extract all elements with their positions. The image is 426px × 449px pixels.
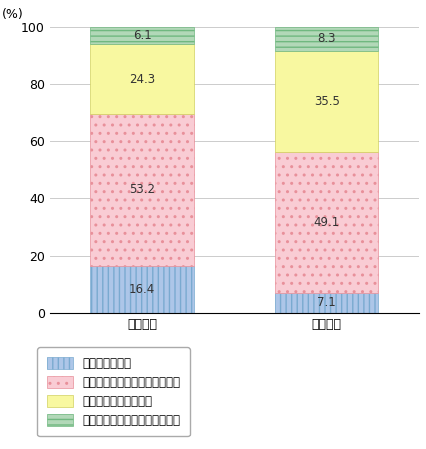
Text: (%): (%) [2, 8, 23, 21]
Text: 53.2: 53.2 [129, 183, 155, 196]
Bar [275, 293, 378, 313]
Bar [90, 27, 194, 44]
Text: 24.3: 24.3 [129, 73, 155, 86]
Bar [275, 51, 378, 152]
Bar [275, 27, 378, 51]
Bar [90, 114, 194, 266]
Bar [90, 266, 194, 313]
Text: 35.5: 35.5 [314, 95, 340, 108]
Text: 49.1: 49.1 [314, 216, 340, 229]
Text: 16.4: 16.4 [129, 283, 155, 296]
Text: 6.1: 6.1 [133, 29, 152, 42]
Bar [90, 44, 194, 114]
Legend: 提供してもよい, 条件によっては提供してもよい, あまり提供したくない, どんな場合でも提供したくない: 提供してもよい, 条件によっては提供してもよい, あまり提供したくない, どんな… [37, 348, 190, 436]
Bar [275, 152, 378, 293]
Text: 7.1: 7.1 [317, 296, 336, 309]
Text: 8.3: 8.3 [317, 32, 336, 45]
